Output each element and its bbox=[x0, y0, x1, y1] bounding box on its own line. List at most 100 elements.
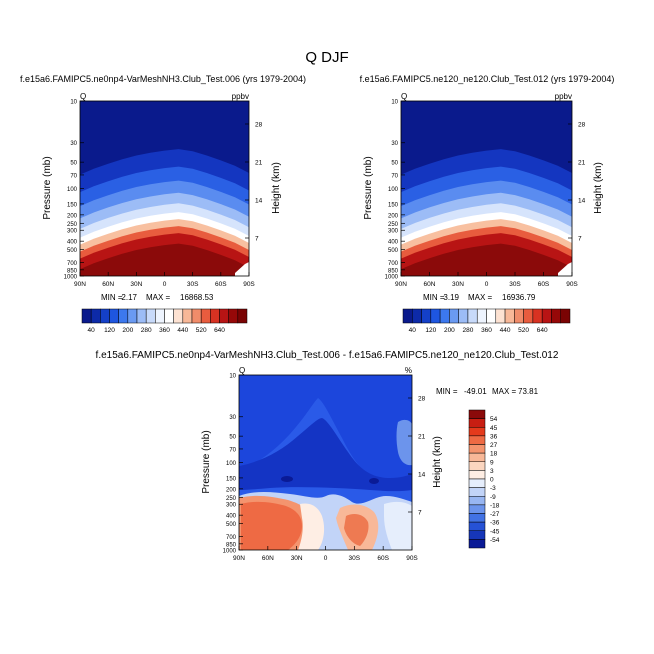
y-tick-label: 70 bbox=[391, 173, 398, 179]
panel-3-y2label: Height (km) bbox=[432, 436, 443, 488]
colorbar-box bbox=[468, 539, 486, 549]
panel-2-max-value: 16936.79 bbox=[502, 293, 536, 302]
y-tick-label: 250 bbox=[67, 222, 78, 228]
y-tick-label: 400 bbox=[67, 240, 78, 246]
x-tick-label: 90N bbox=[395, 281, 407, 288]
colorbar-label: 360 bbox=[481, 327, 492, 334]
colorbar-label: -18 bbox=[490, 502, 500, 509]
colorbar-label: -54 bbox=[490, 537, 500, 544]
colorbar-label: 280 bbox=[463, 327, 474, 334]
colorbar-label: 520 bbox=[518, 327, 529, 334]
y-tick-label: 50 bbox=[70, 161, 77, 167]
panel-1-units-label: ppbv bbox=[232, 92, 249, 101]
colorbar-box bbox=[467, 308, 478, 324]
y-tick-label: 850 bbox=[67, 268, 78, 274]
colorbar-box bbox=[109, 308, 119, 324]
x-tick-label: 60N bbox=[262, 555, 274, 562]
y-tick-label: 70 bbox=[70, 173, 77, 179]
panel-1-title: f.e15a6.FAMIPC5.ne0np4-VarMeshNH3.Club_T… bbox=[20, 74, 306, 84]
y-tick-label: 200 bbox=[226, 487, 237, 493]
y-tick-label: 1000 bbox=[64, 275, 78, 281]
colorbar-box bbox=[210, 308, 220, 324]
y-tick-label: 500 bbox=[67, 248, 78, 254]
colorbar-box bbox=[430, 308, 441, 324]
y2-tick-label: 7 bbox=[578, 235, 582, 242]
colorbar-box bbox=[560, 308, 571, 324]
panel-3-min-label: MIN = bbox=[436, 387, 458, 396]
y-tick-label: 500 bbox=[226, 522, 237, 528]
x-tick-label: 90N bbox=[233, 555, 245, 562]
surface-mask bbox=[558, 262, 572, 276]
panel-2-units-label: ppbv bbox=[555, 92, 572, 101]
x-tick-label: 30N bbox=[130, 281, 142, 288]
panel-3-sh-positive-core bbox=[344, 514, 369, 546]
colorbar-box bbox=[155, 308, 165, 324]
colorbar-box bbox=[145, 308, 156, 324]
panel-3-variable-label: Q bbox=[239, 366, 245, 375]
colorbar-box bbox=[237, 308, 248, 324]
colorbar-box bbox=[118, 308, 129, 324]
colorbar-label: 3 bbox=[490, 468, 494, 475]
x-tick-label: 30N bbox=[452, 281, 464, 288]
panel-1-field bbox=[80, 101, 249, 276]
colorbar-label: 36 bbox=[490, 433, 498, 440]
colorbar-box bbox=[486, 308, 497, 324]
y-tick-label: 300 bbox=[388, 229, 399, 235]
panel-3-stratosphere-band bbox=[239, 375, 412, 483]
colorbar-box bbox=[449, 308, 459, 324]
y-tick-label: 700 bbox=[226, 535, 237, 541]
panel-3-min-value: -49.01 bbox=[464, 387, 487, 396]
field-band-9 bbox=[80, 243, 249, 276]
colorbar-box bbox=[412, 308, 422, 324]
colorbar-label: 40 bbox=[409, 327, 417, 334]
colorbar-box bbox=[468, 409, 486, 419]
panel-2-variable-label: Q bbox=[401, 92, 407, 101]
colorbar-label: 520 bbox=[196, 327, 207, 334]
x-tick-label: 90S bbox=[243, 281, 255, 288]
colorbar-box bbox=[439, 308, 450, 324]
colorbar-label: 640 bbox=[537, 327, 548, 334]
x-tick-label: 90N bbox=[74, 281, 86, 288]
colorbar-box bbox=[468, 452, 486, 462]
colorbar-box bbox=[173, 308, 184, 324]
panel-1-min-label: MIN = bbox=[101, 293, 123, 302]
colorbar-label: 640 bbox=[214, 327, 225, 334]
colorbar-box bbox=[468, 478, 486, 488]
x-tick-label: 60S bbox=[377, 555, 389, 562]
panel-2-colorbar: 40 120 200 280 360 440 520 640 bbox=[402, 308, 571, 334]
colorbar-label: 200 bbox=[122, 327, 133, 334]
field-band-9 bbox=[401, 243, 572, 276]
colorbar-box bbox=[468, 470, 486, 480]
colorbar-box bbox=[541, 308, 552, 324]
y-tick-label: 400 bbox=[388, 240, 399, 246]
colorbar-box bbox=[200, 308, 211, 324]
panel-3-min-blob-1 bbox=[281, 476, 293, 482]
panel-2: f.e15a6.FAMIPC5.ne120_ne120.Club_Test.01… bbox=[360, 74, 615, 334]
panel-2-ylabel: Pressure (mb) bbox=[363, 156, 374, 219]
panel-1: f.e15a6.FAMIPC5.ne0np4-VarMeshNH3.Club_T… bbox=[20, 74, 306, 334]
colorbar-box bbox=[100, 308, 110, 324]
panel-2-axes: 1030507010015020025030040050070085010009… bbox=[385, 100, 586, 289]
x-tick-label: 60N bbox=[102, 281, 114, 288]
panel-2-min-label: MIN = bbox=[423, 293, 445, 302]
y-tick-label: 250 bbox=[388, 222, 399, 228]
y2-tick-label: 7 bbox=[418, 509, 422, 516]
panel-1-variable-label: Q bbox=[80, 92, 86, 101]
panel-3-ylabel: Pressure (mb) bbox=[201, 430, 212, 493]
colorbar-label: 40 bbox=[88, 327, 96, 334]
colorbar-box bbox=[551, 308, 561, 324]
y-tick-label: 300 bbox=[226, 503, 237, 509]
x-tick-label: 30S bbox=[187, 281, 199, 288]
y-tick-label: 700 bbox=[388, 261, 399, 267]
colorbar-box bbox=[468, 444, 486, 454]
y2-tick-label: 28 bbox=[578, 121, 586, 128]
colorbar-box bbox=[228, 308, 239, 324]
y2-tick-label: 7 bbox=[255, 235, 259, 242]
panel-3-field bbox=[239, 375, 412, 550]
colorbar-label: 54 bbox=[490, 416, 498, 423]
colorbar-box bbox=[81, 308, 92, 324]
y-tick-label: 150 bbox=[388, 202, 399, 208]
panel-2-min-value: 3.19 bbox=[443, 293, 459, 302]
colorbar-box bbox=[127, 308, 138, 324]
